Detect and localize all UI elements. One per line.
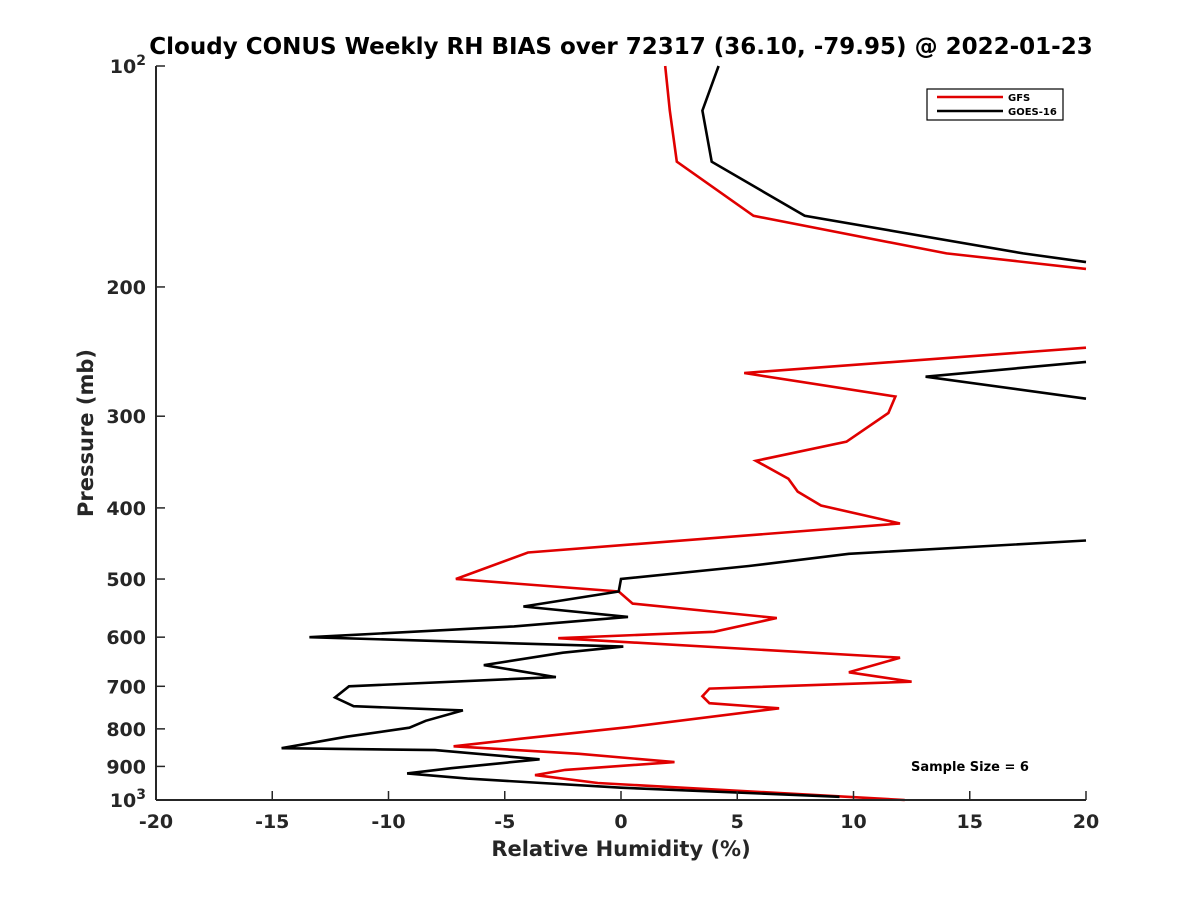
legend-label: GOES-16 bbox=[1008, 107, 1057, 118]
series-line-goes-16 bbox=[925, 360, 1087, 400]
y-tick-label: 300 bbox=[106, 406, 146, 428]
y-tick-label: 700 bbox=[106, 676, 146, 698]
x-axis-title: Relative Humidity (%) bbox=[491, 837, 750, 861]
plot-area bbox=[156, 66, 1086, 800]
y-tick-label: 800 bbox=[106, 719, 146, 741]
series-line-goes-16 bbox=[281, 539, 1087, 799]
x-axis-ticks: -20 -15 -10 -5 0 5 10 15 20 bbox=[139, 791, 1099, 833]
x-tick-label: -20 bbox=[139, 811, 173, 833]
x-tick-label: 0 bbox=[614, 811, 627, 833]
y-tick-label: 102 bbox=[110, 53, 146, 78]
sample-size-annotation: Sample Size = 6 bbox=[911, 760, 1029, 775]
x-tick-label: 5 bbox=[731, 811, 744, 833]
y-axis-title: Pressure (mb) bbox=[74, 349, 98, 517]
x-tick-label: -15 bbox=[255, 811, 289, 833]
series-layer bbox=[281, 65, 1087, 802]
legend-label: GFS bbox=[1008, 93, 1030, 104]
x-tick-label: 15 bbox=[957, 811, 983, 833]
x-tick-label: -10 bbox=[371, 811, 405, 833]
y-tick-label: 500 bbox=[106, 569, 146, 591]
series-line-gfs bbox=[663, 65, 1087, 271]
x-tick-label: 20 bbox=[1073, 811, 1099, 833]
y-tick-label-exponent: 2 bbox=[136, 53, 146, 69]
legend-box bbox=[926, 88, 1064, 121]
y-tick-label-base: 10 bbox=[110, 56, 136, 78]
y-tick-label-exponent: 3 bbox=[136, 787, 146, 803]
y-tick-label: 103 bbox=[110, 787, 146, 812]
y-tick-label: 400 bbox=[106, 498, 146, 520]
y-tick-label-base: 10 bbox=[110, 790, 136, 812]
x-tick-label: -5 bbox=[494, 811, 515, 833]
x-tick-label: 10 bbox=[840, 811, 866, 833]
series-line-goes-16 bbox=[701, 65, 1087, 264]
legend: GFS GOES-16 bbox=[926, 88, 1064, 121]
chart-title: Cloudy CONUS Weekly RH BIAS over 72317 (… bbox=[149, 34, 1092, 60]
y-tick-label: 900 bbox=[106, 756, 146, 778]
y-tick-label: 600 bbox=[106, 627, 146, 649]
series-line-gfs bbox=[453, 346, 1087, 802]
y-tick-label: 200 bbox=[106, 277, 146, 299]
